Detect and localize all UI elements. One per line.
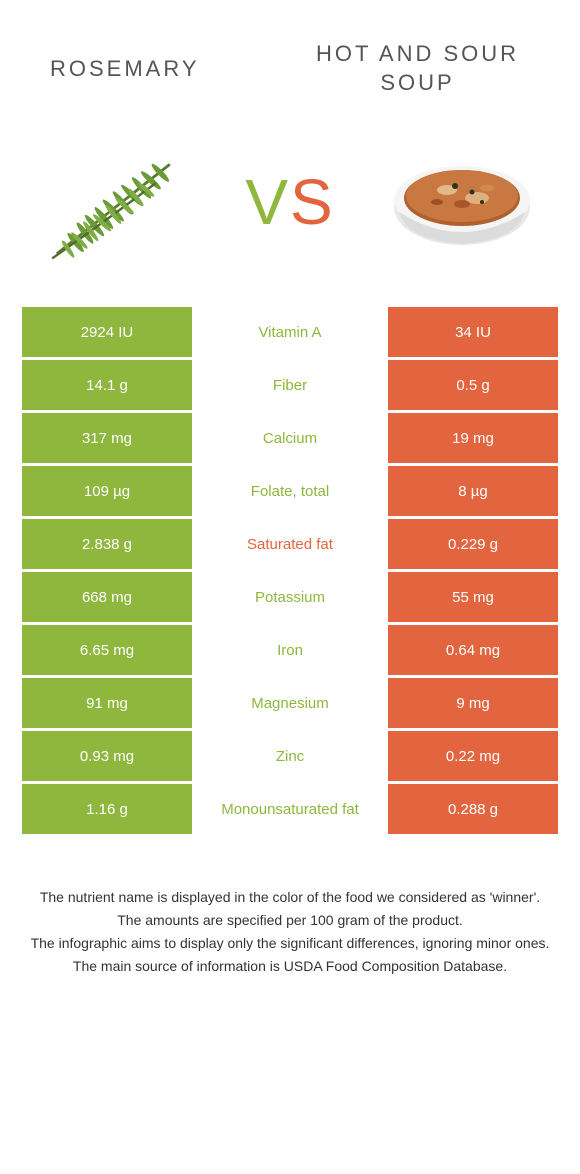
value-left: 6.65 mg bbox=[22, 625, 192, 675]
nutrient-name: Magnesium bbox=[192, 678, 388, 728]
nutrient-table: 2924 IUVitamin A34 IU14.1 gFiber0.5 g317… bbox=[0, 307, 580, 834]
vs-s: S bbox=[290, 166, 335, 238]
footer-line: The main source of information is USDA F… bbox=[30, 956, 550, 977]
value-left: 0.93 mg bbox=[22, 731, 192, 781]
vs-v: V bbox=[245, 166, 290, 238]
value-right: 0.229 g bbox=[388, 519, 558, 569]
value-right: 0.5 g bbox=[388, 360, 558, 410]
nutrient-name: Fiber bbox=[192, 360, 388, 410]
footer-line: The amounts are specified per 100 gram o… bbox=[30, 910, 550, 931]
value-left: 2.838 g bbox=[22, 519, 192, 569]
table-row: 6.65 mgIron0.64 mg bbox=[22, 625, 558, 675]
table-row: 668 mgPotassium55 mg bbox=[22, 572, 558, 622]
table-row: 2.838 gSaturated fat0.229 g bbox=[22, 519, 558, 569]
value-right: 9 mg bbox=[388, 678, 558, 728]
footer-line: The infographic aims to display only the… bbox=[30, 933, 550, 954]
table-row: 0.93 mgZinc0.22 mg bbox=[22, 731, 558, 781]
value-left: 2924 IU bbox=[22, 307, 192, 357]
table-row: 2924 IUVitamin A34 IU bbox=[22, 307, 558, 357]
value-left: 14.1 g bbox=[22, 360, 192, 410]
value-left: 91 mg bbox=[22, 678, 192, 728]
value-right: 55 mg bbox=[388, 572, 558, 622]
nutrient-name: Vitamin A bbox=[192, 307, 388, 357]
table-row: 109 µgFolate, total8 µg bbox=[22, 466, 558, 516]
header: Rosemary Hot and Sour Soup bbox=[0, 0, 580, 117]
table-row: 1.16 gMonounsaturated fat0.288 g bbox=[22, 784, 558, 834]
value-right: 0.288 g bbox=[388, 784, 558, 834]
soup-bowl-icon bbox=[387, 142, 537, 262]
nutrient-name: Calcium bbox=[192, 413, 388, 463]
nutrient-name: Zinc bbox=[192, 731, 388, 781]
value-left: 317 mg bbox=[22, 413, 192, 463]
nutrient-name: Saturated fat bbox=[192, 519, 388, 569]
rosemary-icon bbox=[38, 137, 198, 267]
value-right: 8 µg bbox=[388, 466, 558, 516]
value-right: 0.22 mg bbox=[388, 731, 558, 781]
footer-notes: The nutrient name is displayed in the co… bbox=[0, 837, 580, 977]
table-row: 91 mgMagnesium9 mg bbox=[22, 678, 558, 728]
value-left: 109 µg bbox=[22, 466, 192, 516]
rosemary-image bbox=[38, 137, 198, 267]
value-right: 19 mg bbox=[388, 413, 558, 463]
value-left: 668 mg bbox=[22, 572, 192, 622]
nutrient-name: Iron bbox=[192, 625, 388, 675]
table-row: 317 mgCalcium19 mg bbox=[22, 413, 558, 463]
table-row: 14.1 gFiber0.5 g bbox=[22, 360, 558, 410]
nutrient-name: Potassium bbox=[192, 572, 388, 622]
vs-label: VS bbox=[245, 165, 334, 239]
nutrient-name: Monounsaturated fat bbox=[192, 784, 388, 834]
food-title-right: Hot and Sour Soup bbox=[295, 40, 540, 97]
value-right: 0.64 mg bbox=[388, 625, 558, 675]
soup-image bbox=[382, 137, 542, 267]
value-right: 34 IU bbox=[388, 307, 558, 357]
food-title-left: Rosemary bbox=[40, 56, 295, 82]
vs-row: VS bbox=[0, 117, 580, 307]
nutrient-name: Folate, total bbox=[192, 466, 388, 516]
footer-line: The nutrient name is displayed in the co… bbox=[30, 887, 550, 908]
value-left: 1.16 g bbox=[22, 784, 192, 834]
